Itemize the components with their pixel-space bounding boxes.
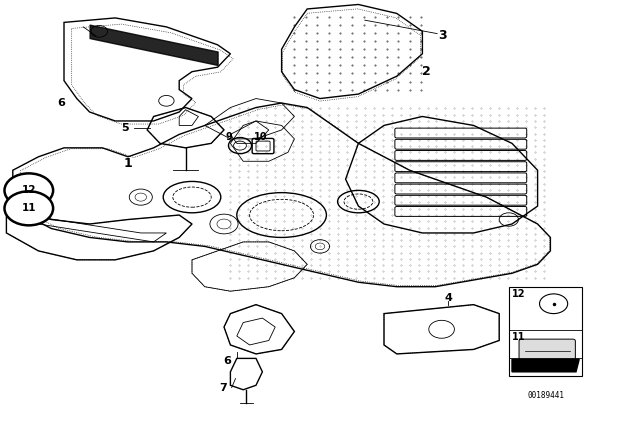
Text: 11: 11 [22,203,36,213]
FancyBboxPatch shape [519,339,575,361]
Text: 12: 12 [22,185,36,195]
Text: 00189441: 00189441 [527,391,564,400]
Polygon shape [512,359,579,372]
Circle shape [4,191,53,225]
Text: 2: 2 [422,65,431,78]
Bar [509,287,582,376]
Text: 5: 5 [121,123,129,133]
Text: 11: 11 [512,332,525,342]
Text: 9: 9 [226,132,232,142]
Text: 7: 7 [219,383,227,392]
Circle shape [4,173,53,207]
Text: 10: 10 [254,132,268,142]
Text: 6: 6 [57,98,65,108]
Text: 12: 12 [512,289,525,299]
Text: 3: 3 [438,29,447,43]
Text: 4: 4 [444,293,452,303]
Text: 1: 1 [124,157,132,170]
Text: 6: 6 [223,356,231,366]
